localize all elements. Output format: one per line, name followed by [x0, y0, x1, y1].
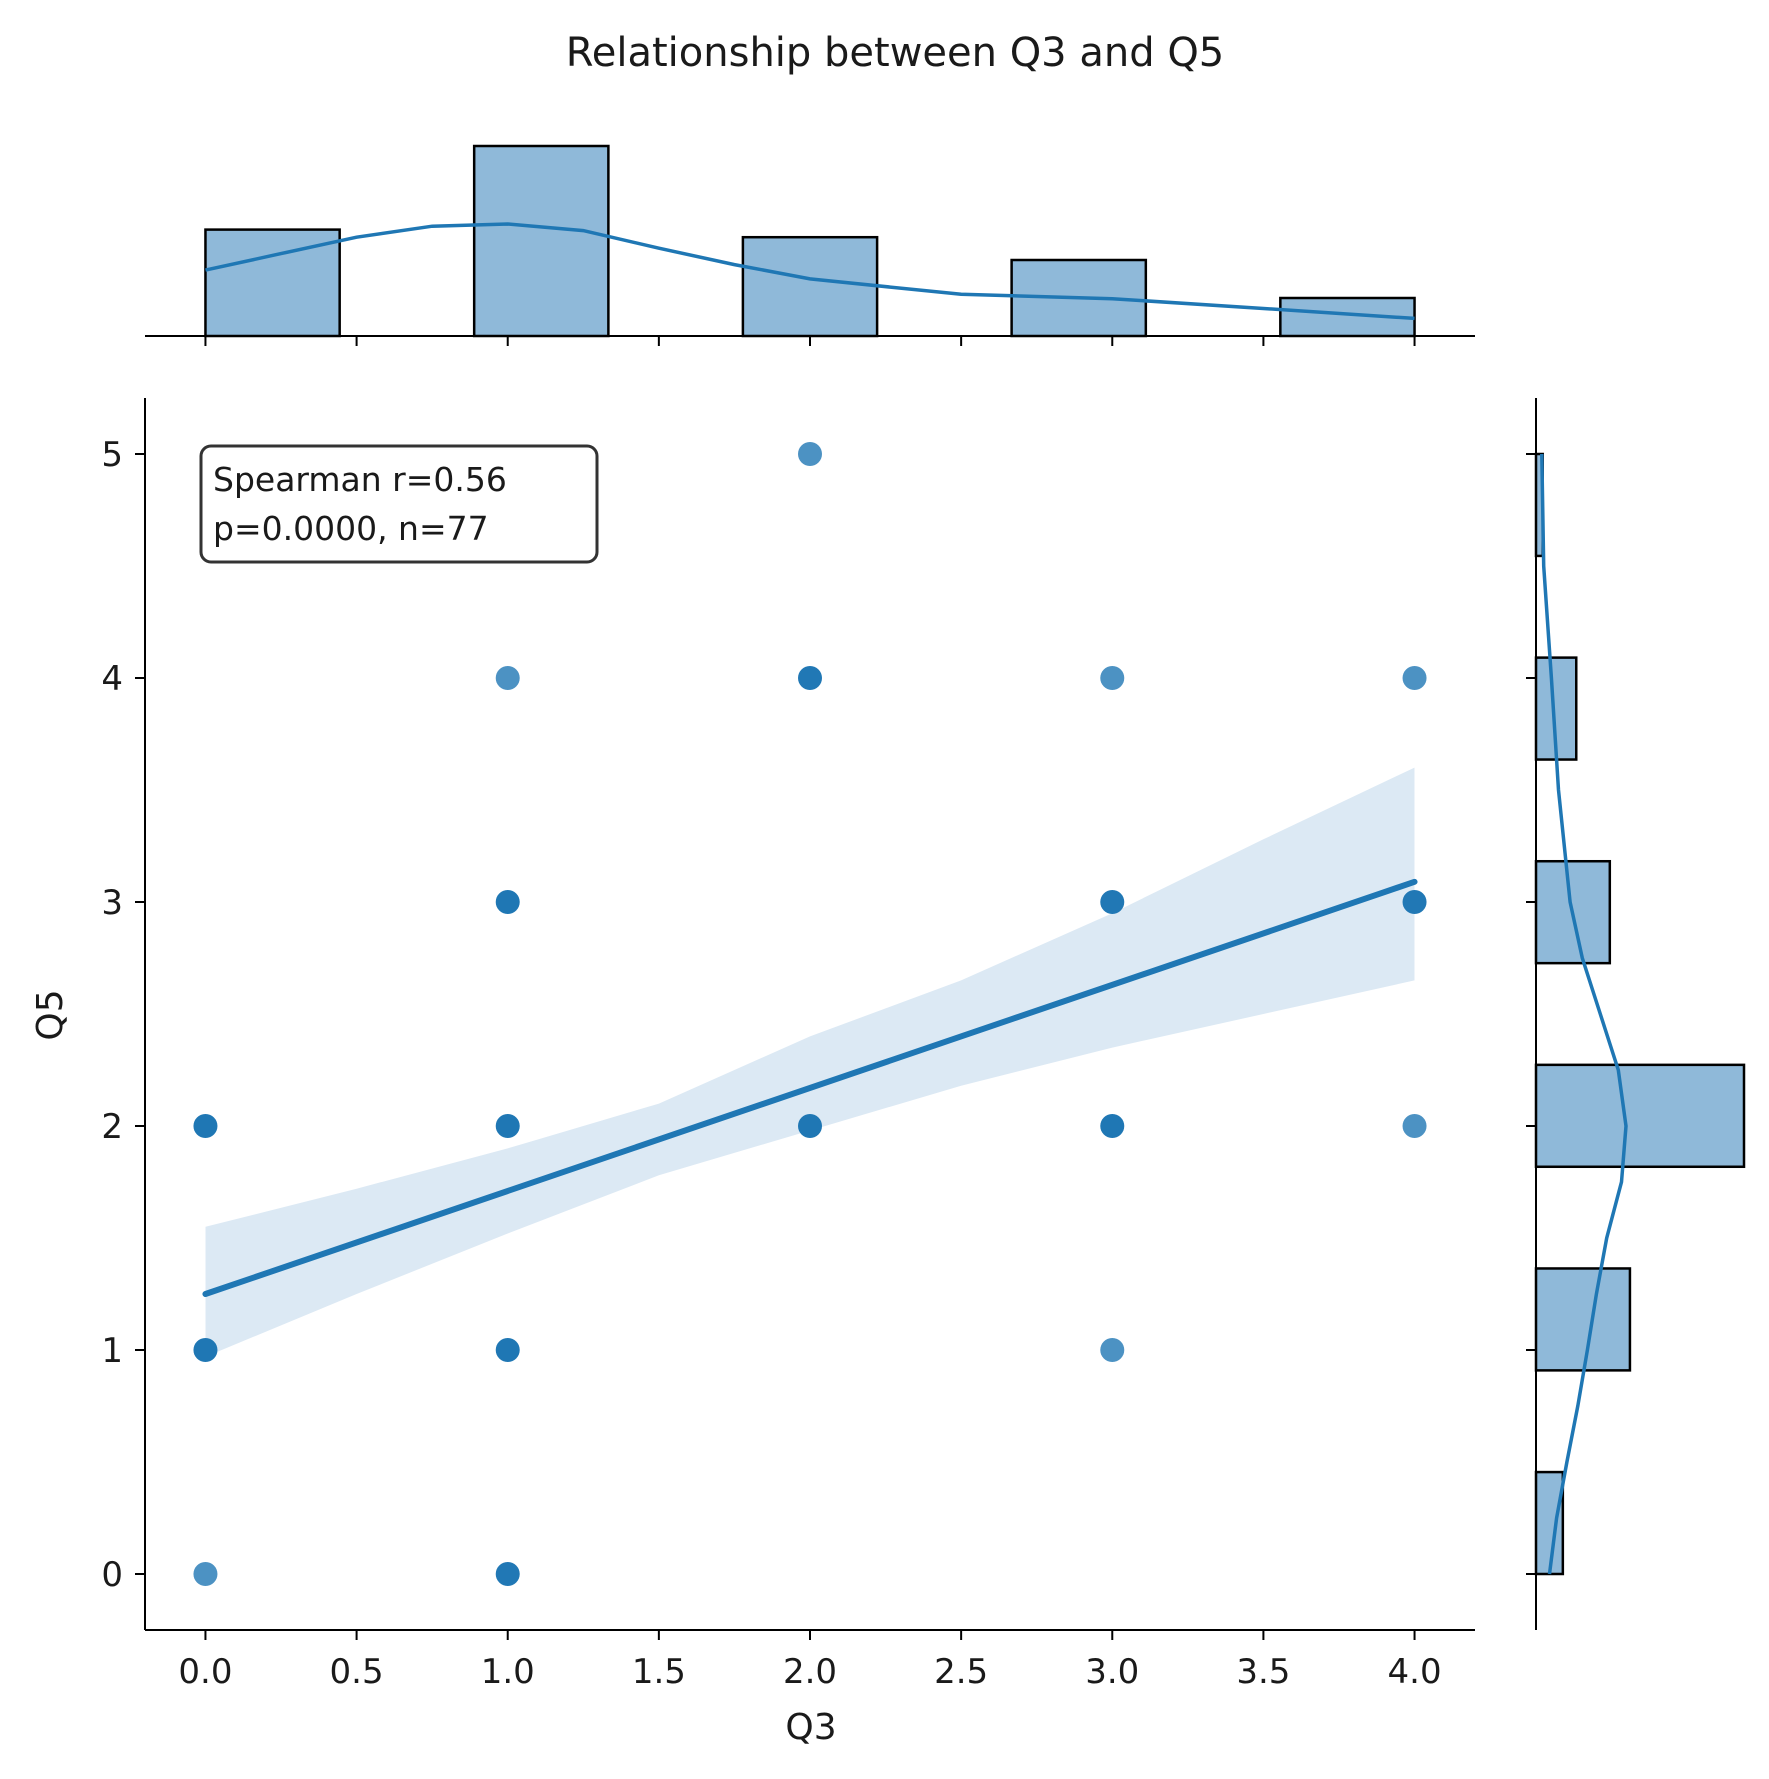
x-hist-bar [472, 144, 610, 338]
x-tick-label: 1.0 [481, 1652, 535, 1692]
stats-annotation-line-2: p=0.0000, n=77 [213, 509, 489, 548]
scatter-point [193, 1114, 218, 1138]
y-kde-curve [1540, 453, 1628, 1575]
axes-layer: 0.0 0.5 1.0 1.5 2.0 2.5 3.0 3.5 4.0 0 1 2 3 4 5 [101, 398, 1475, 1692]
scatter-point [1402, 1114, 1427, 1138]
scatter-point [1100, 890, 1125, 914]
y-hist-bar [1534, 1063, 1746, 1169]
y-tick-label: 1 [101, 1331, 123, 1371]
y-axis-label: Q5 [30, 989, 71, 1040]
regression-line [202, 878, 1418, 1297]
scatter-point [1402, 666, 1427, 690]
stats-annotation-line-1: Spearman r=0.56 [213, 460, 507, 499]
scatter-point [495, 1338, 520, 1362]
y-marginal-histogram [1526, 398, 1746, 1630]
chart-title: Relationship between Q3 and Q5 [566, 30, 1225, 76]
confidence-band [205, 767, 1415, 1357]
x-kde-curve [205, 222, 1415, 321]
scatter-point [798, 666, 822, 690]
stats-annotation: Spearman r=0.56 p=0.0000, n=77 [199, 444, 599, 564]
scatter-point [1100, 1114, 1125, 1138]
x-axis-label: Q3 [785, 1707, 836, 1748]
stats-annotation-box [199, 444, 599, 564]
y-tick-label: 0 [101, 1555, 123, 1595]
x-marginal-histogram [145, 144, 1475, 346]
scatter-point [1100, 666, 1125, 690]
x-hist-bar [741, 235, 879, 338]
y-tick-label: 5 [101, 435, 123, 475]
x-tick-label: 4.0 [1388, 1652, 1442, 1692]
y-hist-bar [1534, 1470, 1565, 1576]
scatter-point [495, 666, 520, 690]
x-tick-label: 2.0 [783, 1652, 837, 1692]
y-tick-label: 2 [101, 1107, 123, 1147]
scatter-point [1100, 1338, 1125, 1362]
x-tick-label: 1.5 [632, 1652, 686, 1692]
scatter-point [193, 1338, 218, 1362]
x-tick-label: 2.5 [934, 1652, 988, 1692]
x-tick-label: 3.0 [1085, 1652, 1139, 1692]
y-hist-bar [1534, 1267, 1632, 1372]
x-tick-label: 3.5 [1236, 1652, 1290, 1692]
y-tick-label: 4 [101, 659, 123, 699]
scatter-point [495, 1114, 520, 1138]
scatter-point [1402, 890, 1427, 914]
x-tick-label: 0.5 [330, 1652, 384, 1692]
scatter-point [193, 1562, 218, 1586]
scatter-points-layer [193, 442, 1427, 1586]
scatter-point [798, 1114, 822, 1138]
y-tick-label: 3 [101, 883, 123, 923]
regression-layer [202, 878, 1418, 1297]
x-tick-label: 0.0 [178, 1652, 232, 1692]
scatter-point [798, 442, 822, 466]
scatter-point [495, 1562, 520, 1586]
main-scatter-plot: 0.0 0.5 1.0 1.5 2.0 2.5 3.0 3.5 4.0 0 1 2 3 4 5 [101, 398, 1475, 1692]
scatter-point [495, 890, 520, 914]
confidence-band-layer [205, 767, 1415, 1357]
